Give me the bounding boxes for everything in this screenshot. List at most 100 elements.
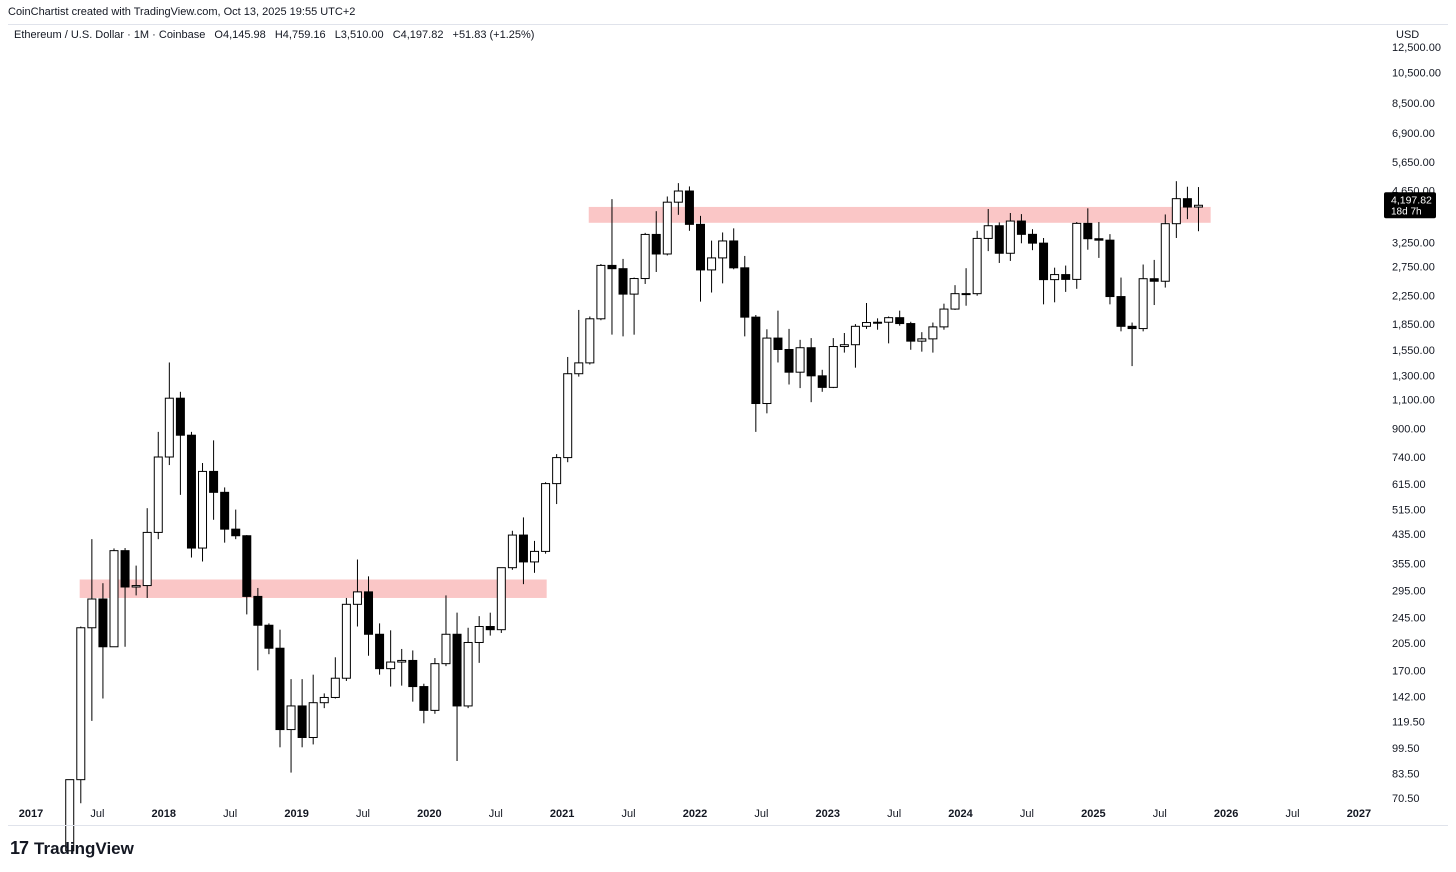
candle[interactable] xyxy=(1061,265,1071,292)
candle[interactable] xyxy=(718,232,728,284)
candle[interactable] xyxy=(585,316,595,365)
candle[interactable] xyxy=(563,356,573,463)
candle[interactable] xyxy=(76,626,86,804)
candle[interactable] xyxy=(419,683,429,724)
candle[interactable] xyxy=(375,623,385,675)
candle[interactable] xyxy=(1050,267,1060,303)
time-axis[interactable]: 2017 Jul 2018 Jul 2019 Jul 2020 Jul 2021 Jul 2022 J… xyxy=(19,808,1371,820)
candle[interactable] xyxy=(474,616,484,663)
candle[interactable] xyxy=(142,508,152,598)
candle[interactable] xyxy=(784,328,794,385)
candle[interactable] xyxy=(618,258,628,337)
candle[interactable] xyxy=(917,332,927,352)
candle[interactable] xyxy=(518,517,528,585)
candle[interactable] xyxy=(884,316,894,344)
candle[interactable] xyxy=(629,277,639,335)
candle[interactable] xyxy=(242,535,252,615)
candle[interactable] xyxy=(408,650,418,702)
candle[interactable] xyxy=(1138,264,1148,332)
candle[interactable] xyxy=(740,255,750,337)
candle[interactable] xyxy=(607,199,617,335)
candle[interactable] xyxy=(352,559,362,627)
candle[interactable] xyxy=(186,431,196,558)
candle[interactable] xyxy=(220,487,230,543)
candle[interactable] xyxy=(1016,214,1026,244)
candle[interactable] xyxy=(861,302,871,329)
candle[interactable] xyxy=(795,339,805,389)
candle[interactable] xyxy=(961,268,971,306)
candle[interactable] xyxy=(1072,222,1082,289)
candle[interactable] xyxy=(662,196,672,256)
candle[interactable] xyxy=(364,576,374,656)
candle[interactable] xyxy=(1171,181,1181,238)
candle[interactable] xyxy=(430,658,440,714)
candle[interactable] xyxy=(972,230,982,296)
candle[interactable] xyxy=(209,440,219,520)
candle[interactable] xyxy=(264,623,274,655)
candle[interactable] xyxy=(895,310,905,326)
candle[interactable] xyxy=(109,548,119,648)
candle[interactable] xyxy=(928,322,938,353)
candle[interactable] xyxy=(983,209,993,252)
candle[interactable] xyxy=(1039,237,1049,305)
candle[interactable] xyxy=(452,612,462,761)
candle[interactable] xyxy=(541,482,551,554)
candle[interactable] xyxy=(330,657,340,699)
resistance-zone-1[interactable] xyxy=(79,579,547,598)
candle[interactable] xyxy=(164,362,174,466)
candle[interactable] xyxy=(120,548,130,647)
candle[interactable] xyxy=(1116,277,1126,332)
candle[interactable] xyxy=(507,530,517,570)
candle[interactable] xyxy=(530,540,540,573)
candle[interactable] xyxy=(1027,229,1037,251)
candle[interactable] xyxy=(463,627,473,709)
candle[interactable] xyxy=(828,338,838,389)
candle[interactable] xyxy=(175,391,185,495)
candle[interactable] xyxy=(696,215,705,302)
candle[interactable] xyxy=(673,183,683,215)
candle[interactable] xyxy=(98,583,108,699)
candle[interactable] xyxy=(496,567,506,633)
candle[interactable] xyxy=(231,509,241,540)
candle[interactable] xyxy=(253,587,263,671)
currency-label[interactable]: USD xyxy=(1396,29,1420,41)
candle[interactable] xyxy=(1005,212,1015,261)
candle[interactable] xyxy=(198,463,208,562)
candle[interactable] xyxy=(751,314,761,432)
candle[interactable] xyxy=(397,648,407,686)
candle[interactable] xyxy=(729,228,739,270)
candle[interactable] xyxy=(286,679,296,773)
candle[interactable] xyxy=(850,324,860,368)
tradingview-logo[interactable]: 17 TradingView xyxy=(10,838,134,859)
candle[interactable] xyxy=(1149,259,1159,306)
candle[interactable] xyxy=(1083,208,1093,250)
candle[interactable] xyxy=(707,240,717,293)
candle[interactable] xyxy=(1193,187,1203,232)
candle[interactable] xyxy=(906,321,916,350)
candle[interactable] xyxy=(939,303,949,330)
candle[interactable] xyxy=(817,369,827,392)
symbol-legend[interactable]: Ethereum / U.S. Dollar · 1M · Coinbase O… xyxy=(14,29,540,41)
candle[interactable] xyxy=(640,232,650,284)
candle[interactable] xyxy=(574,309,584,377)
candle[interactable] xyxy=(873,318,883,330)
candle[interactable] xyxy=(153,431,163,540)
symbol-name[interactable]: Ethereum / U.S. Dollar · 1M · Coinbase xyxy=(14,29,206,41)
candle[interactable] xyxy=(773,310,783,363)
candle[interactable] xyxy=(762,329,772,414)
candle[interactable] xyxy=(596,263,606,321)
candle[interactable] xyxy=(684,186,694,231)
candle[interactable] xyxy=(131,565,141,596)
candle[interactable] xyxy=(275,629,285,748)
candle[interactable] xyxy=(806,338,816,403)
candle[interactable] xyxy=(1094,222,1104,258)
candle[interactable] xyxy=(1105,234,1115,305)
candle[interactable] xyxy=(839,332,849,353)
resistance-zone-2[interactable] xyxy=(588,206,1211,223)
candle[interactable] xyxy=(994,222,1004,263)
candle[interactable] xyxy=(308,674,318,745)
candle[interactable] xyxy=(1160,214,1170,288)
candle[interactable] xyxy=(485,612,495,636)
candle[interactable] xyxy=(441,595,451,667)
